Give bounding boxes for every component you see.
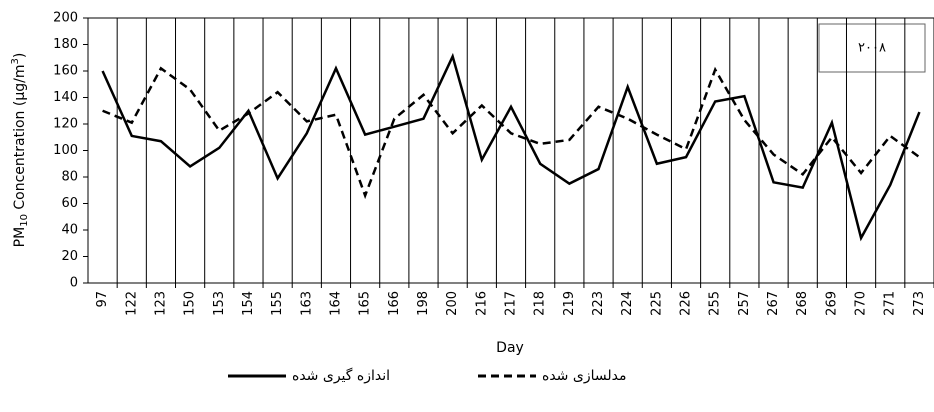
y-tick-label: 60	[61, 196, 78, 211]
x-tick-label: 198	[416, 291, 431, 316]
x-tick-label: 255	[708, 291, 723, 316]
x-tick-label: 219	[562, 291, 577, 316]
y-tick-label: 0	[70, 276, 78, 291]
y-label-part: Concentration (µg/m	[12, 65, 28, 215]
y-tick-label: 80	[61, 170, 78, 185]
x-tick-label: 225	[649, 291, 664, 316]
x-tick-label: 200	[445, 291, 460, 316]
y-tick-label: 160	[53, 64, 78, 79]
x-tick-label: 163	[299, 291, 314, 316]
x-axis-label: Day	[496, 340, 524, 356]
y-label-part: 10	[19, 214, 30, 227]
x-tick-label: 216	[474, 291, 489, 316]
x-tick-label: 270	[854, 291, 869, 316]
x-tick-label: 271	[883, 291, 898, 316]
y-tick-label: 20	[61, 249, 78, 264]
y-label-part: PM	[12, 227, 28, 248]
x-tick-label: 268	[795, 291, 810, 316]
y-tick-label: 40	[61, 223, 78, 238]
x-tick-label: 166	[387, 291, 402, 316]
annotation-box	[818, 23, 926, 73]
x-tick-label: 154	[241, 291, 256, 316]
y-tick-label: 120	[53, 117, 78, 132]
series-line	[102, 66, 921, 200]
y-tick-label: 200	[53, 11, 78, 26]
x-tick-label: 224	[620, 291, 635, 316]
x-tick-label: 97	[95, 291, 110, 308]
x-tick-label: 267	[766, 291, 781, 316]
x-tick-label: 223	[591, 291, 606, 316]
x-tick-label: 269	[824, 291, 839, 316]
x-tick-label: 273	[912, 291, 927, 316]
x-tick-label: 164	[328, 291, 343, 316]
x-tick-label: 153	[212, 291, 227, 316]
y-tick-label: 140	[53, 90, 78, 105]
x-tick-label: 122	[124, 291, 139, 316]
x-tick-label: 257	[737, 291, 752, 316]
x-tick-label: 123	[153, 291, 168, 316]
series-line	[101, 52, 921, 242]
x-tick-label: 165	[358, 291, 373, 316]
legend-label: مدلسازی شده	[542, 368, 626, 384]
annotation: ۲۰۰۸	[858, 41, 886, 56]
x-tick-label: 155	[270, 291, 285, 316]
x-tick-label: 226	[679, 291, 694, 316]
y-tick-label: 180	[53, 37, 78, 52]
y-label-part: )	[12, 53, 28, 58]
x-tick-label: 217	[504, 291, 519, 316]
y-label-part: 3	[10, 58, 21, 64]
x-tick-label: 218	[533, 291, 548, 316]
legend-label: اندازه گیری شده	[292, 367, 390, 384]
y-tick-label: 100	[53, 143, 78, 158]
x-tick-label: 150	[183, 291, 198, 316]
y-axis-label: PM10 Concentration (µg/m3)	[10, 53, 30, 248]
